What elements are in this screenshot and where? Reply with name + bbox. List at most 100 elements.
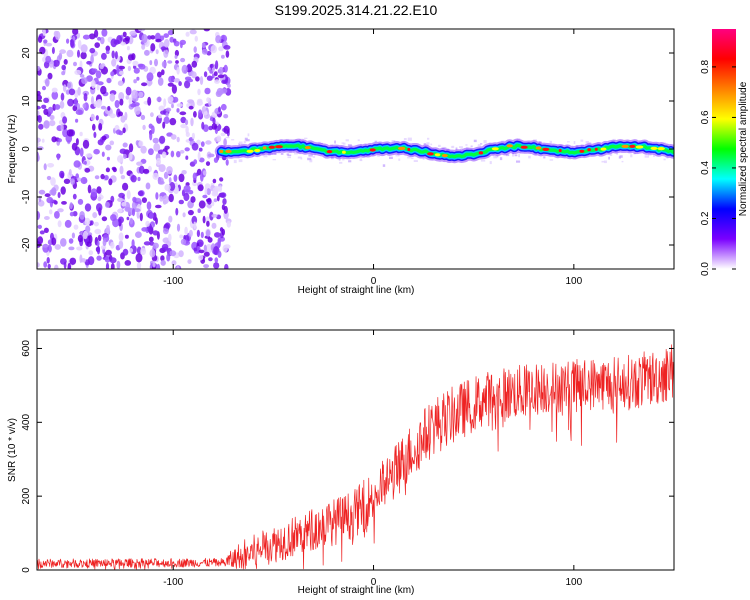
noise-blob xyxy=(161,151,167,159)
noise-blob xyxy=(206,188,211,196)
snr-ticks: -100 0 100 0 200 400 600 xyxy=(21,330,674,588)
noise-blob xyxy=(84,167,91,173)
noise-blob xyxy=(180,238,187,245)
noise-blob xyxy=(63,59,68,65)
noise-blob xyxy=(38,123,44,130)
noise-blob xyxy=(82,34,90,40)
noise-blob xyxy=(178,81,182,87)
noise-blob xyxy=(214,257,219,263)
noise-blob xyxy=(168,215,173,223)
scatter-speck xyxy=(430,143,433,146)
noise-blob xyxy=(110,38,118,48)
noise-blob xyxy=(114,100,120,108)
noise-blob xyxy=(128,143,134,153)
noise-blob xyxy=(159,35,165,41)
noise-blob xyxy=(44,193,51,198)
noise-blob xyxy=(205,161,211,167)
noise-blob xyxy=(127,65,131,72)
noise-blob xyxy=(110,71,115,77)
noise-blob xyxy=(101,52,107,60)
scatter-speck xyxy=(334,140,336,144)
noise-blob xyxy=(122,182,129,191)
scatter-speck xyxy=(374,140,378,143)
noise-blob xyxy=(98,123,103,131)
noise-blob xyxy=(189,29,197,35)
noise-blob xyxy=(155,204,162,209)
noise-blob xyxy=(223,64,228,73)
noise-blob xyxy=(146,201,152,210)
noise-blob xyxy=(97,234,102,242)
noise-blob xyxy=(95,70,102,79)
noise-blob xyxy=(218,106,221,113)
noise-blob xyxy=(101,29,108,37)
noise-blob xyxy=(37,115,42,123)
noise-blob xyxy=(158,164,166,173)
noise-blob xyxy=(217,250,222,258)
noise-blob xyxy=(140,247,147,256)
noise-blob xyxy=(138,29,146,32)
noise-blob xyxy=(128,152,133,161)
noise-blob xyxy=(53,59,60,67)
noise-blob xyxy=(105,167,110,173)
noise-blob xyxy=(101,135,107,141)
noise-blob xyxy=(101,216,108,222)
noise-blob xyxy=(184,226,188,236)
noise-blob xyxy=(80,44,88,53)
signal-peak xyxy=(434,153,441,157)
snr-xlabel: Height of straight line (km) xyxy=(298,585,415,596)
snr-plot: -100 0 100 0 200 400 600 Height of straight li… xyxy=(7,329,675,596)
noise-blob xyxy=(134,105,141,115)
noise-blob xyxy=(191,215,198,225)
signal-peak xyxy=(342,150,346,154)
noise-blob xyxy=(170,150,175,158)
noise-blob xyxy=(187,63,192,70)
noise-blob xyxy=(165,112,169,118)
noise-blob xyxy=(220,103,227,111)
noise-blob xyxy=(226,220,231,228)
signal-peak xyxy=(629,144,636,148)
noise-blob xyxy=(152,230,159,236)
noise-blob xyxy=(71,142,78,151)
noise-blob xyxy=(37,146,44,151)
noise-blob xyxy=(127,54,134,61)
noise-blob xyxy=(216,195,220,202)
noise-blob xyxy=(136,262,142,269)
snr-xtick-label: 0 xyxy=(371,577,377,588)
signal-peak xyxy=(542,147,550,151)
signal-peak xyxy=(657,147,665,151)
noise-blob xyxy=(137,190,144,197)
noise-blob xyxy=(203,71,208,78)
noise-blob xyxy=(82,230,88,240)
noise-blob xyxy=(207,153,215,158)
scatter-speck xyxy=(403,138,407,141)
noise-blob xyxy=(109,257,117,264)
noise-blob xyxy=(72,29,79,35)
scatter-speck xyxy=(377,154,380,157)
noise-blob xyxy=(120,41,126,46)
noise-blob xyxy=(125,95,130,100)
noise-blob xyxy=(85,153,93,158)
noise-blob xyxy=(60,123,64,132)
signal-peak xyxy=(219,149,224,153)
signal-peak xyxy=(587,148,591,152)
noise-blob xyxy=(77,86,81,96)
noise-blob xyxy=(185,31,190,37)
noise-blob xyxy=(60,258,67,265)
scatter-speck xyxy=(473,139,477,143)
noise-blob xyxy=(176,266,180,269)
noise-blob xyxy=(168,193,174,203)
signal-peak xyxy=(407,147,411,152)
noise-blob xyxy=(198,254,204,261)
noise-blob xyxy=(178,199,184,205)
noise-blob xyxy=(117,208,123,213)
noise-blob xyxy=(192,172,197,181)
noise-blob xyxy=(149,131,153,141)
scatter-speck xyxy=(567,141,570,143)
noise-blob xyxy=(124,111,128,121)
signal-peak xyxy=(254,148,261,153)
noise-blob xyxy=(68,238,74,244)
noise-blob xyxy=(141,82,148,87)
snr-background xyxy=(37,330,674,570)
noise-blob xyxy=(60,238,67,247)
